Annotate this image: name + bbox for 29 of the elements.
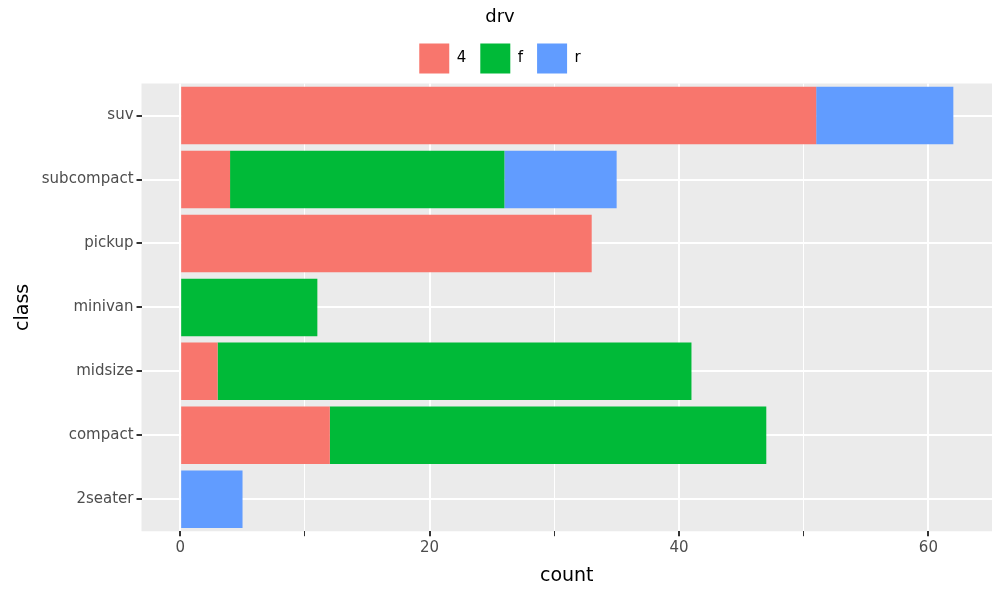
legend-label: 4 xyxy=(456,48,467,67)
y-tick-label: compact xyxy=(68,425,134,444)
y-tick-label: midsize xyxy=(76,361,134,380)
x-tick-label: 40 xyxy=(669,538,689,557)
y-axis-title: class xyxy=(10,283,33,331)
x-tick-label: 60 xyxy=(918,538,938,557)
bar xyxy=(181,278,318,337)
bar xyxy=(181,214,592,273)
bar xyxy=(181,86,817,145)
x-tick-label: 0 xyxy=(175,538,185,557)
y-tick-label: minivan xyxy=(73,297,134,316)
legend-label: f xyxy=(517,48,524,67)
bar xyxy=(230,150,505,209)
bar xyxy=(181,150,231,209)
legend-label: r xyxy=(574,48,582,67)
x-axis-title: count xyxy=(539,562,594,585)
bar xyxy=(816,86,954,145)
legend-title: drv xyxy=(485,4,516,26)
bar xyxy=(181,406,330,465)
bar xyxy=(181,470,243,528)
bar xyxy=(217,342,692,401)
bar xyxy=(504,150,617,209)
y-tick-label: pickup xyxy=(84,233,134,252)
bar xyxy=(329,406,767,465)
x-tick-label: 20 xyxy=(420,538,440,557)
y-tick-label: subcompact xyxy=(41,169,134,188)
y-tick-label: suv xyxy=(107,105,134,124)
y-tick-label: 2seater xyxy=(76,489,135,508)
bar xyxy=(181,342,218,401)
